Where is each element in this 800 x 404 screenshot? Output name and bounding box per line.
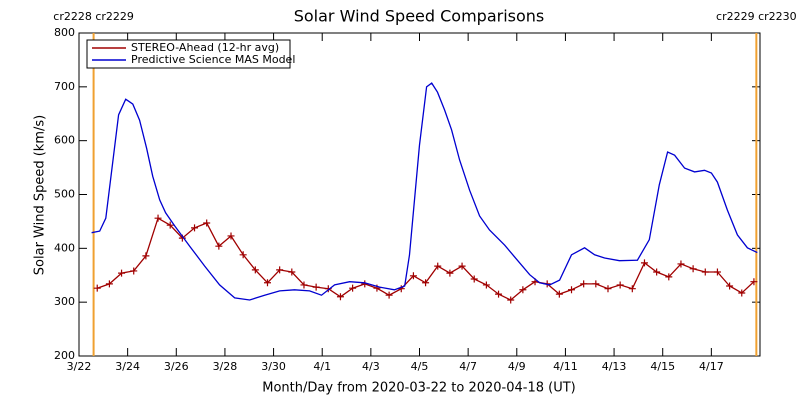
data-point (105, 280, 113, 288)
y-tick-label: 200 (54, 349, 75, 362)
data-point (312, 283, 320, 291)
y-tick-label: 600 (54, 134, 75, 147)
data-point (263, 279, 271, 287)
x-tick-label: 4/15 (650, 360, 675, 373)
data-point (507, 296, 515, 304)
y-axis-label: Solar Wind Speed (km/s) (33, 115, 48, 275)
data-point (191, 224, 199, 232)
legend-label: STEREO-Ahead (12-hr avg) (131, 41, 279, 54)
x-tick-label: 4/3 (362, 360, 380, 373)
data-point (616, 281, 624, 289)
y-tick-label: 800 (54, 26, 75, 39)
data-point (203, 219, 211, 227)
data-point (580, 280, 588, 288)
data-point (665, 273, 673, 281)
x-tick-label: 3/30 (261, 360, 286, 373)
x-tick-label: 4/9 (508, 360, 526, 373)
data-point (677, 260, 685, 268)
x-tick-label: 3/24 (115, 360, 140, 373)
data-point (713, 268, 721, 276)
x-tick-label: 4/7 (459, 360, 477, 373)
data-point (422, 279, 430, 287)
data-point (251, 266, 259, 274)
data-point (349, 284, 357, 292)
legend-label: Predictive Science MAS Model (131, 53, 295, 66)
x-tick-label: 3/28 (213, 360, 238, 373)
y-tick-label: 700 (54, 80, 75, 93)
data-point (640, 259, 648, 267)
x-tick-label: 4/1 (313, 360, 331, 373)
data-point (750, 278, 758, 286)
data-point (142, 252, 150, 260)
x-tick-label: 4/13 (602, 360, 627, 373)
x-axis-label: Month/Day from 2020-03-22 to 2020-04-18 … (262, 381, 575, 396)
series-line (96, 217, 755, 301)
data-point (653, 268, 661, 276)
data-point (130, 267, 138, 275)
data-point (519, 286, 527, 294)
data-point (239, 251, 247, 259)
data-point (93, 284, 101, 292)
carrington-label: cr2228 cr2229 (53, 10, 134, 23)
data-point (276, 266, 284, 274)
data-point (215, 242, 223, 250)
data-point (446, 269, 454, 277)
data-point (118, 269, 126, 277)
data-point (385, 291, 393, 299)
data-point (738, 289, 746, 297)
data-point (300, 281, 308, 289)
data-point (555, 290, 563, 298)
data-point (227, 232, 235, 240)
data-point (166, 221, 174, 229)
data-point (470, 275, 478, 283)
data-point (689, 265, 697, 273)
y-tick-label: 300 (54, 295, 75, 308)
data-point (604, 285, 612, 293)
x-tick-label: 3/26 (164, 360, 189, 373)
series-line (91, 82, 758, 301)
data-point (288, 268, 296, 276)
data-point (482, 281, 490, 289)
x-tick-label: 4/11 (553, 360, 578, 373)
x-tick-label: 3/22 (67, 360, 92, 373)
legend-box (86, 39, 291, 69)
data-point (568, 286, 576, 294)
data-point (592, 280, 600, 288)
y-tick-label: 500 (54, 188, 75, 201)
x-tick-label: 4/17 (699, 360, 724, 373)
data-point (336, 293, 344, 301)
data-point (409, 272, 417, 280)
data-point (628, 285, 636, 293)
chart-title: Solar Wind Speed Comparisons (294, 7, 545, 26)
data-point (701, 268, 709, 276)
data-point (726, 282, 734, 290)
y-tick-label: 400 (54, 241, 75, 254)
data-point (154, 214, 162, 222)
data-point (495, 290, 503, 298)
legend: STEREO-Ahead (12-hr avg)Predictive Scien… (86, 39, 295, 69)
x-tick-label: 4/5 (411, 360, 429, 373)
data-point (458, 262, 466, 270)
data-point (434, 262, 442, 270)
carrington-label: cr2229 cr2230 (716, 10, 797, 23)
